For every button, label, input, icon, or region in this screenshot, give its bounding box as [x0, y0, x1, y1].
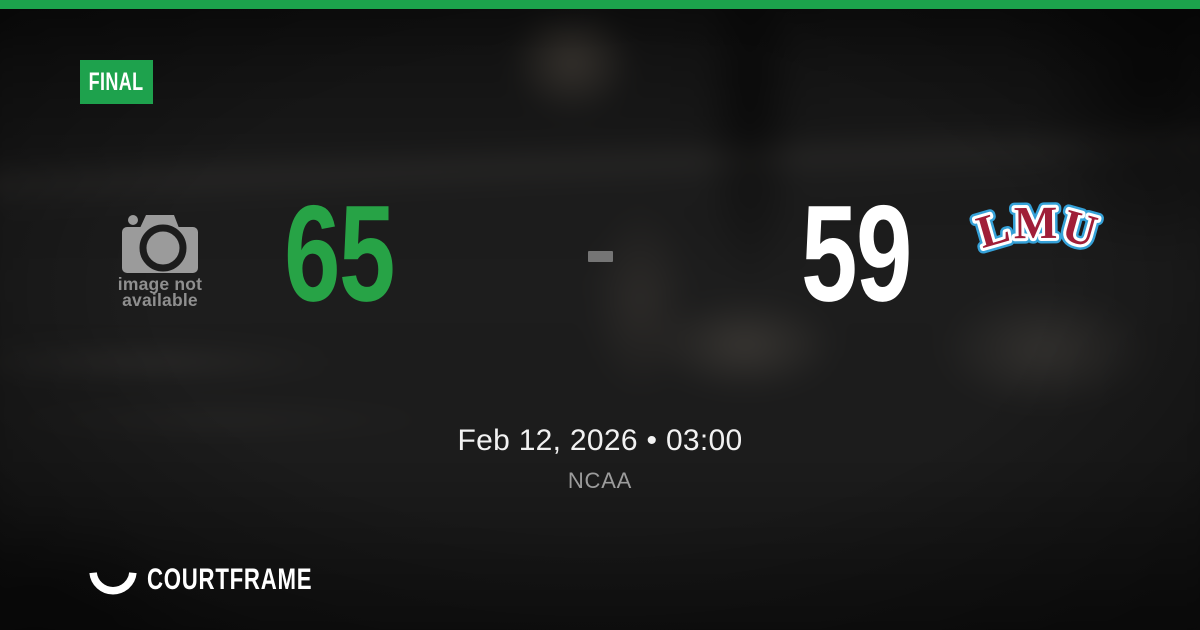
lmu-logo-text: LMU [971, 197, 1102, 258]
camera-icon [122, 215, 198, 273]
away-team-logo: LMU LMU LMU [968, 194, 1108, 263]
svg-text:LMU: LMU [971, 197, 1104, 258]
status-badge-label: FINAL [89, 67, 144, 96]
game-datetime: Feb 12, 2026 • 03:00 [457, 424, 743, 457]
top-accent-bar [0, 0, 1200, 9]
away-score: 59 [801, 177, 912, 331]
caption-line-2: available [122, 289, 198, 310]
svg-text:LMU: LMU [971, 197, 1104, 258]
league-label: NCAA [567, 468, 633, 493]
home-score: 65 [284, 177, 395, 331]
score-separator-icon: - [588, 251, 613, 262]
status-badge: FINAL [80, 60, 153, 104]
brand-crescent-icon [89, 572, 137, 595]
brand-name: COURTFRAME [147, 563, 313, 596]
lmu-logo-outline-blue: LMU [968, 194, 1108, 263]
image-not-available-caption: image not available [90, 274, 230, 310]
caption-line-1: image not [117, 274, 203, 294]
score-separator-text: - [588, 251, 589, 252]
